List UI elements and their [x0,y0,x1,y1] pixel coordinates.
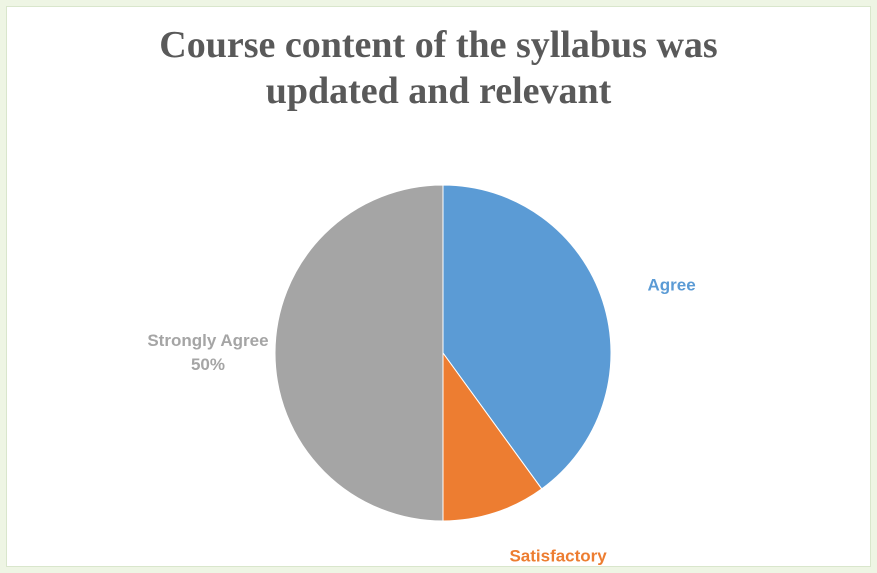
pie-slice [274,184,444,522]
pie-slice [442,184,612,490]
data-label: Agree [648,276,696,295]
chart-title: Course content of the syllabus was updat… [159,24,718,112]
data-label-value: 50% [191,355,225,374]
pie-slice [442,351,543,522]
data-label: Strongly Agree 50% [147,331,268,374]
data-label-category: Agree [648,276,696,295]
data-label-category: Strongly Agree [147,331,268,350]
data-label-category: Satisfactory [509,547,607,566]
data-label: Satisfactory [509,547,607,566]
